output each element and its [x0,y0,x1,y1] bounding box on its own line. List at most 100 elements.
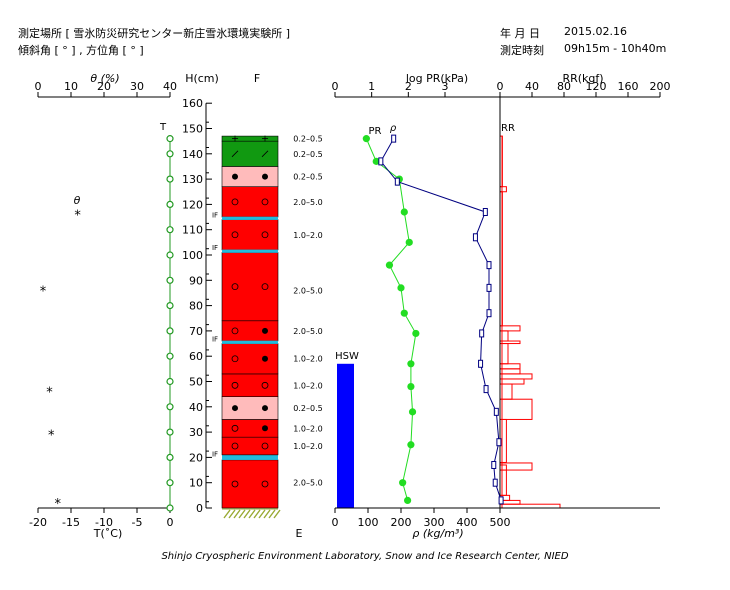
grain-symbol [261,198,269,206]
theta-point: * [40,284,47,299]
rr-axis-title: RR(kgf) [562,72,603,85]
temperature-point [166,226,174,234]
pr-point [486,283,492,292]
ice-layer-label: IF [212,335,218,343]
logpr-tick-label: 3 [442,80,449,93]
grain-symbol [232,405,238,412]
pr-point [486,309,492,318]
date-value: 2015.02.16 [564,25,627,38]
strat-layer [221,419,279,438]
rr-tick-label: 160 [618,80,639,93]
rr-tick-label: 0 [497,80,504,93]
logpr-tick-label: 1 [368,80,375,93]
logpr-axis-title: log PR(kPa) [406,72,468,85]
strat-layer [221,166,279,187]
temperature-tick-label: -10 [95,516,113,529]
temperature-point [166,479,174,487]
date-label: 年 月 日 [500,27,540,40]
rr-step [499,343,509,365]
strat-layer [221,396,279,420]
grain-symbol [261,442,269,450]
temperature-point [166,302,174,310]
ground-hatch-line [243,509,251,519]
density-point [372,157,380,165]
strat-layer [221,140,279,167]
density-point [407,382,415,391]
axes: 0 10 20 30 40-20 -15 -10 -5 00102030405060708090… [29,80,670,529]
density-point [385,261,394,269]
grain-symbol [262,173,268,180]
grain-symbol [231,442,239,450]
site-label: 測定場所 [ 雪氷防災研究センター新庄雪氷環境実験所 ] [18,27,291,40]
ice-layer [222,455,278,459]
grain-symbol [231,198,239,206]
rr-step [499,464,507,471]
rr-step [499,398,533,420]
hardness-bottom-label: E [296,527,303,540]
labels: θ (%) T(˚C) H(cm) F E log PR(kPa) RR(kgf… [74,72,604,540]
height-tick-label: 110 [182,224,203,237]
density-point [407,441,415,449]
ice-layer-label: IF [212,450,218,458]
temperature-point [166,251,174,259]
grain-symbol [261,231,269,239]
temperature-point [166,150,174,158]
theta-tick-label: 20 [97,80,111,93]
strat-layer [221,459,279,509]
rr-tick-label: 120 [586,80,607,93]
temperature-tick-label: -15 [62,516,80,529]
height-tick-label: 20 [189,451,203,464]
density-point [397,284,405,292]
pr-point [394,177,400,186]
ground-hatch [222,508,281,519]
grain-size-label: 2.0–5.0 [293,198,322,207]
grain-size-label: 1.0–2.0 [293,381,322,390]
strat-layer [221,252,279,322]
density-axis-title: ρ (kg/m³) [412,527,463,540]
height-tick-label: 120 [182,198,203,211]
height-tick-label: 70 [189,325,203,338]
temperature-point [166,327,174,335]
density-point [399,479,407,487]
rr-series-label: RR [501,123,515,134]
temperature-tick-label: -20 [29,516,47,529]
stratigraphy-column: 2.0–5.0 1.0–2.0 1.0–2.0 0.2–0.5 1.0–2.0 1.0–2… [212,135,323,509]
strat-layer [221,219,279,251]
rr-step [499,462,533,471]
grain-size-label: 0.2–0.5 [293,150,322,159]
height-axis-title: H(cm) [185,72,219,85]
grain-symbol [262,327,268,334]
pr-point [492,478,498,487]
density-tick-label: 500 [490,516,511,529]
ground-hatch-line [253,509,261,519]
grain-symbol [231,480,239,488]
grain-size-label: 0.2–0.5 [293,404,322,413]
strat-layer [221,436,279,456]
grain-symbol [231,424,239,432]
temperature-point [166,276,174,284]
temperature-point [166,403,174,411]
rr-tick-label: 200 [650,80,671,93]
density-point [362,135,370,143]
pr-point [491,460,497,469]
density-tick-label: 400 [457,516,478,529]
rr-step [499,378,525,385]
pr-point [496,438,502,447]
density-point [400,309,408,317]
grain-size-label: 1.0–2.0 [293,231,322,240]
grain-size-label: 1.0–2.0 [293,355,322,364]
density-tick-label: 200 [391,516,412,529]
rr-tick-label: 80 [557,80,571,93]
theta-point: * [48,429,55,444]
density-point [400,208,408,216]
footer-credit: Shinjo Cryospheric Environment Laborator… [161,551,569,562]
theta-tick-label: 30 [130,80,144,93]
ground-hatch-line [228,509,236,519]
grain-size-label: 2.0–5.0 [293,479,322,488]
grain-size-label: 1.0–2.0 [293,442,322,451]
pr-point [478,359,484,368]
density-tick-label: 300 [424,516,445,529]
grain-symbol [262,425,268,432]
ice-layer [222,216,278,220]
ice-layer-label: IF [212,244,218,252]
